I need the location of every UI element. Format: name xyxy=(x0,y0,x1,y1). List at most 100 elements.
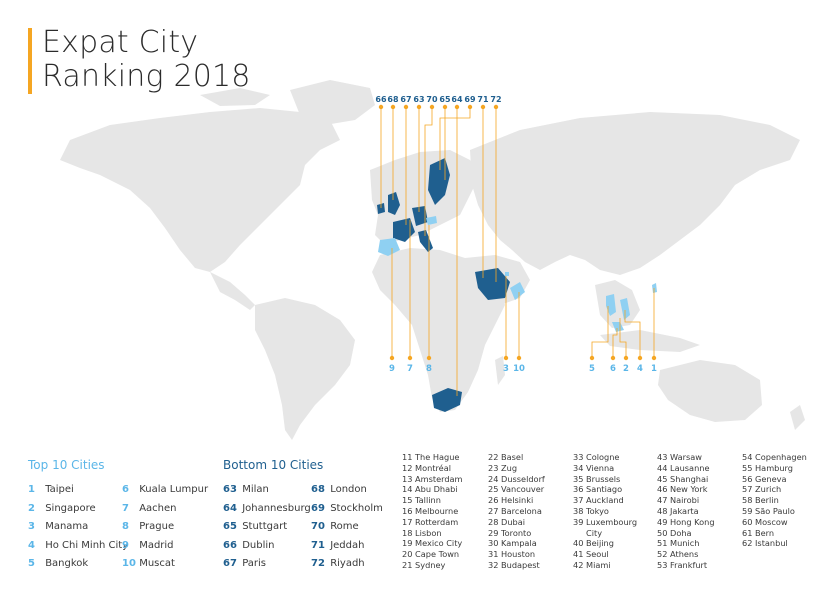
list-item: 53 Frankfurt xyxy=(657,559,708,570)
map-label-64: 64 xyxy=(451,95,463,104)
list-item: 43 Warsaw xyxy=(657,452,702,462)
taiwan-highlight xyxy=(652,283,657,293)
list-item: 30 Kampala xyxy=(488,538,537,549)
list-item: 68 London xyxy=(311,484,367,495)
list-item: 41 Seoul xyxy=(573,549,609,560)
list-item: 12 Montréal xyxy=(402,462,452,473)
ranking-column-2: 22 Basel 23 Zug 24 Dusseldorf 25 Vancouv… xyxy=(488,452,545,571)
germany-highlight xyxy=(412,206,428,226)
bottom10-column-1: 63 Milan 64 Johannesburg 65 Stuttgart 66… xyxy=(223,481,311,574)
map-label-70: 70 xyxy=(426,95,438,104)
map-label-72: 72 xyxy=(490,95,501,104)
list-item: 45 Shanghai xyxy=(657,473,709,484)
list-item: 49 Hong Kong xyxy=(657,516,715,527)
list-item: 55 Hamburg xyxy=(742,462,793,473)
list-item: 66 Dublin xyxy=(223,539,275,551)
malaysia-highlight xyxy=(612,322,624,332)
map-label-1: 1 xyxy=(651,364,657,374)
list-item: 10 Muscat xyxy=(122,558,175,569)
list-item: 21 Sydney xyxy=(402,559,446,570)
africa-land xyxy=(372,248,505,412)
highlighted-top-countries xyxy=(378,216,657,332)
list-item: 70 Rome xyxy=(311,521,359,532)
list-item: 58 Berlin xyxy=(742,495,779,506)
list-item: 8 Prague xyxy=(122,521,175,532)
list-item: 57 Zurich xyxy=(742,484,782,495)
world-map: 66 68 67 63 70 65 64 69 71 72 9 7 8 3 10… xyxy=(60,80,805,440)
list-item: 20 Cape Town xyxy=(402,549,460,560)
ranking-column-5: 54 Copenhagen 55 Hamburg 56 Geneva 57 Zu… xyxy=(742,452,807,549)
map-label-4: 4 xyxy=(637,364,643,374)
title-line-2: Ranking 2018 xyxy=(42,59,251,94)
map-label-71: 71 xyxy=(477,95,489,104)
list-item: 3 Manama xyxy=(28,521,89,532)
list-item: 34 Vienna xyxy=(573,462,615,473)
list-item: 13 Amsterdam xyxy=(402,473,463,484)
list-item: 14 Abu Dhabi xyxy=(402,484,458,495)
list-item: 17 Rotterdam xyxy=(402,516,459,527)
list-item: 61 Bern xyxy=(742,527,775,538)
list-item: 47 Nairobi xyxy=(657,495,700,506)
uk-highlight xyxy=(388,192,400,215)
list-item: 59 São Paulo xyxy=(742,505,795,516)
ranking-column-4: 43 Warsaw 44 Lausanne 45 Shanghai 46 New… xyxy=(657,452,715,571)
highlighted-bottom-countries xyxy=(377,158,510,412)
map-label-67: 67 xyxy=(400,95,411,104)
list-item: 56 Geneva xyxy=(742,473,787,484)
list-item: 44 Lausanne xyxy=(657,462,710,473)
list-item: 15 Tallinn xyxy=(402,495,441,506)
bottom-map-labels: 9 7 8 3 10 5 6 2 4 1 xyxy=(389,364,657,374)
list-item: 39 Luxembourg xyxy=(573,516,638,527)
list-item: 33 Cologne xyxy=(573,452,620,462)
list-item: 7 Aachen xyxy=(122,502,177,514)
map-label-10: 10 xyxy=(513,364,525,374)
new-zealand-land xyxy=(790,405,805,430)
list-item: 16 Melbourne xyxy=(402,505,459,516)
map-label-8: 8 xyxy=(426,364,432,374)
list-item: 63 Milan xyxy=(223,484,269,495)
list-item: 4 Ho Chi Minh City xyxy=(28,539,129,551)
list-item: 24 Dusseldorf xyxy=(488,473,545,484)
map-label-7: 7 xyxy=(407,364,413,374)
list-item: 19 Mexico City xyxy=(402,538,463,549)
list-item: 29 Toronto xyxy=(488,527,532,538)
list-item: 50 Doha xyxy=(657,527,692,538)
list-item: 62 Istanbul xyxy=(742,538,788,549)
list-item: City xyxy=(586,527,603,538)
list-item: 60 Moscow xyxy=(742,516,788,527)
list-item: 18 Lisbon xyxy=(402,527,442,538)
list-item: 27 Barcelona xyxy=(488,505,542,516)
list-item: 52 Athens xyxy=(657,549,699,560)
oman-highlight xyxy=(510,282,525,300)
asia-land xyxy=(470,112,800,275)
map-label-3: 3 xyxy=(503,364,509,374)
list-item: 6 Kuala Lumpur xyxy=(122,484,209,495)
madagascar-land xyxy=(495,356,505,385)
bottom10-heading: Bottom 10 Cities xyxy=(223,458,324,472)
list-item: 51 Munich xyxy=(657,538,700,549)
land-masses xyxy=(60,80,805,440)
list-item: 5 Bangkok xyxy=(28,558,89,569)
list-item: 36 Santiago xyxy=(573,484,623,495)
list-item: 71 Jeddah xyxy=(311,539,365,551)
list-item: 31 Houston xyxy=(488,549,536,560)
map-label-9: 9 xyxy=(389,364,395,374)
top10-column-1: 1 Taipei 2 Singapore 3 Manama 4 Ho Chi M… xyxy=(28,481,128,574)
list-item: 23 Zug xyxy=(488,462,518,473)
map-label-2: 2 xyxy=(623,364,629,374)
map-label-6: 6 xyxy=(610,364,616,374)
southeast-asia-land xyxy=(595,280,640,328)
list-item: 38 Tokyo xyxy=(573,505,609,516)
list-item: 37 Auckland xyxy=(573,495,624,506)
ranking-column-1: 11 The Hague 12 Montréal 13 Amsterdam 14… xyxy=(402,452,463,571)
saudi-arabia-highlight xyxy=(475,268,510,300)
ranking-column-3: 33 Cologne 34 Vienna 35 Brussels 36 Sant… xyxy=(573,452,637,571)
czech-highlight xyxy=(426,216,437,225)
leader-dots xyxy=(378,104,657,361)
list-item: 35 Brussels xyxy=(573,473,621,484)
list-item: 69 Stockholm xyxy=(311,502,383,514)
list-item: 1 Taipei xyxy=(28,484,74,495)
map-label-68: 68 xyxy=(387,95,399,104)
list-item: 40 Beijing xyxy=(573,538,614,549)
south-africa-highlight xyxy=(432,388,462,412)
